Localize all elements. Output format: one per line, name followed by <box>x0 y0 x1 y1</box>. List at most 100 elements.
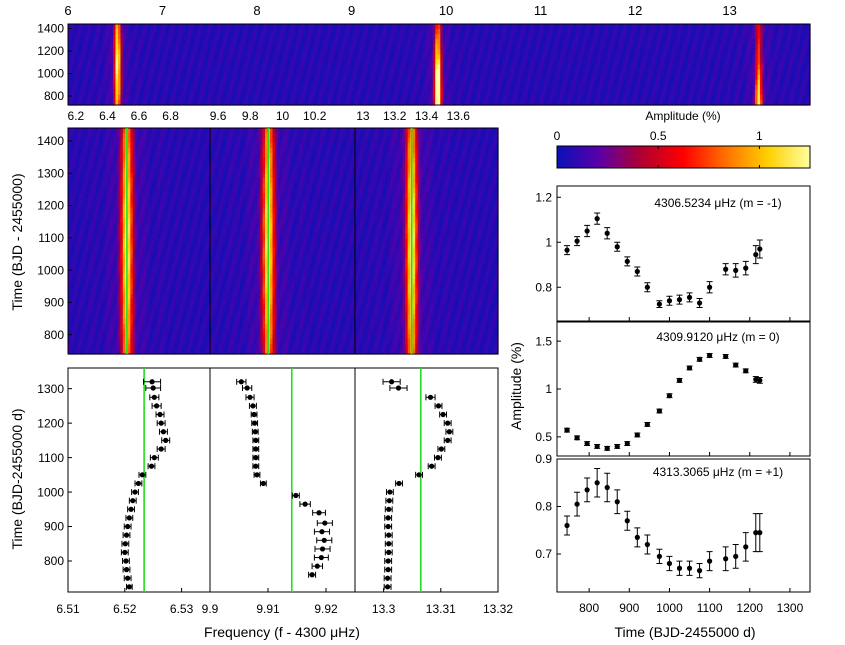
heat-cell <box>565 34 569 40</box>
heat-cell <box>502 29 506 35</box>
heat-cell <box>555 79 559 86</box>
heat-cell <box>317 49 321 55</box>
heat-cell <box>177 44 182 50</box>
heat-cell <box>557 59 561 66</box>
heat-cell <box>750 74 754 81</box>
heat-cell <box>737 69 741 76</box>
heat-cell <box>152 133 156 139</box>
heat-cell <box>277 79 281 86</box>
heat-cell <box>82 69 87 76</box>
heat-cell <box>682 99 686 106</box>
heat-cell <box>727 49 731 55</box>
heat-cell <box>672 54 676 61</box>
heat-cell <box>407 74 411 81</box>
heat-cell <box>340 99 344 106</box>
heat-cell <box>777 94 781 101</box>
heat-cell <box>122 89 127 96</box>
heat-cell <box>73 49 77 55</box>
heat-cell <box>762 74 766 81</box>
heat-cell <box>375 89 379 96</box>
heat-cell <box>482 29 486 35</box>
heat-cell <box>667 49 671 55</box>
heat-cell <box>182 74 187 81</box>
heat-cell <box>420 49 424 55</box>
heat-cell <box>152 34 157 40</box>
heat-cell <box>680 89 684 96</box>
heat-cell <box>90 94 94 101</box>
heat-cell <box>262 59 266 66</box>
heat-cell <box>560 64 564 71</box>
heat-cell <box>97 69 102 76</box>
heat-cell <box>602 34 606 40</box>
heat-cell <box>337 94 341 101</box>
heat-cell <box>737 39 741 45</box>
heat-cell <box>762 24 766 30</box>
heat-cell <box>247 54 251 61</box>
heat-cell <box>495 94 499 101</box>
heat-cell <box>85 84 89 91</box>
heat-cell <box>192 138 196 144</box>
heat-cell <box>242 49 246 55</box>
heat-cell <box>560 54 564 61</box>
heat-cell <box>152 138 156 144</box>
heat-cell <box>547 59 551 66</box>
heat-cell <box>710 34 714 40</box>
heat-cell <box>347 79 351 86</box>
heat-cell <box>655 79 659 86</box>
heat-cell <box>395 29 399 35</box>
heat-cell <box>112 74 117 81</box>
heat-cell <box>607 34 611 40</box>
heat-cell <box>670 39 674 45</box>
heat-cell <box>377 64 381 71</box>
heat-cell <box>807 54 811 61</box>
heat-cell <box>292 59 296 66</box>
heat-cell <box>805 54 809 61</box>
heat-cell <box>505 94 509 101</box>
heat-cell <box>532 44 536 50</box>
heat-cell <box>332 89 336 96</box>
heat-cell <box>87 39 92 45</box>
heat-cell <box>187 69 192 76</box>
heat-cell <box>215 29 219 35</box>
heat-cell <box>392 79 396 86</box>
heat-cell <box>192 44 197 50</box>
heat-cell <box>187 128 191 134</box>
heat-cell <box>807 74 811 81</box>
heat-cell <box>717 54 721 61</box>
heat-cell <box>90 34 94 40</box>
heat-cell <box>142 34 147 40</box>
heat-cell <box>650 29 654 35</box>
heat-cell <box>545 24 549 30</box>
heat-cell <box>577 39 581 45</box>
heat-cell <box>110 74 114 81</box>
heat-cell <box>677 34 681 40</box>
heat-cell <box>247 59 251 66</box>
heat-cell <box>92 64 97 71</box>
heat-cell <box>227 34 231 40</box>
heat-cell <box>287 64 291 71</box>
heat-cell <box>650 94 654 101</box>
heat-cell <box>267 79 271 86</box>
heat-cell <box>102 84 107 91</box>
heat-cell <box>632 24 636 30</box>
heat-cell <box>92 29 97 35</box>
heat-cell <box>68 94 72 101</box>
heat-cell <box>512 69 516 76</box>
heat-cell <box>167 54 172 61</box>
heat-cell <box>220 29 224 35</box>
heat-cell <box>357 39 361 45</box>
heat-cell <box>390 24 394 30</box>
heat-cell <box>175 143 179 149</box>
heat-cell <box>187 59 192 66</box>
heat-cell <box>247 89 251 96</box>
heat-cell <box>222 79 226 86</box>
heat-cell <box>395 69 399 76</box>
heat-cell <box>395 74 399 81</box>
heat-cell <box>580 74 584 81</box>
heat-cell <box>207 34 212 40</box>
heat-cell <box>395 94 399 101</box>
heat-cell <box>227 24 231 30</box>
heat-cell <box>277 44 281 50</box>
heat-cell <box>430 99 434 106</box>
heat-cell <box>457 44 461 50</box>
